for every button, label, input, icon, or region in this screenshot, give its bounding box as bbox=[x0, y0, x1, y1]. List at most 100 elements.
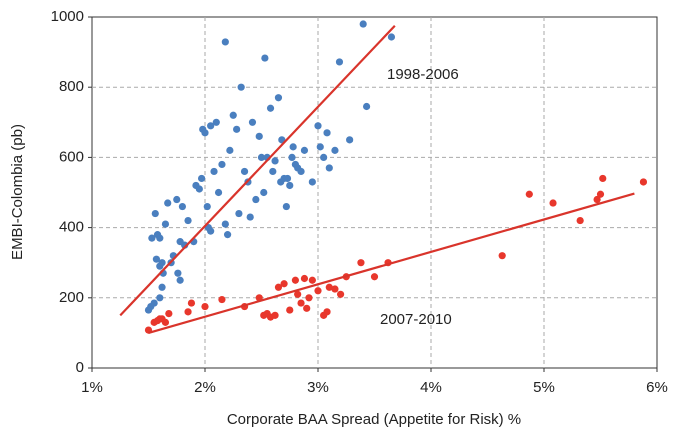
point bbox=[331, 146, 339, 154]
point bbox=[198, 174, 206, 183]
point bbox=[178, 202, 186, 211]
point bbox=[596, 190, 605, 198]
point bbox=[314, 287, 322, 295]
point bbox=[314, 122, 322, 130]
point bbox=[261, 54, 269, 62]
point bbox=[187, 299, 196, 307]
point bbox=[300, 274, 309, 283]
point bbox=[233, 125, 241, 133]
point bbox=[176, 276, 184, 284]
point bbox=[164, 199, 172, 207]
point bbox=[291, 276, 299, 284]
point bbox=[260, 188, 268, 197]
point bbox=[235, 209, 243, 218]
point bbox=[237, 83, 245, 91]
point bbox=[184, 308, 192, 316]
point bbox=[271, 311, 279, 319]
point bbox=[218, 160, 226, 169]
point bbox=[325, 164, 333, 172]
point bbox=[226, 146, 234, 154]
point bbox=[221, 220, 229, 228]
x-tick-label: 2% bbox=[194, 379, 216, 396]
point bbox=[323, 308, 331, 316]
point bbox=[203, 202, 211, 211]
y-tick-label: 1000 bbox=[51, 8, 84, 25]
x-axis-label: Corporate BAA Spread (Appetite for Risk)… bbox=[227, 411, 521, 428]
point bbox=[156, 294, 164, 302]
point bbox=[151, 209, 159, 218]
point bbox=[212, 118, 220, 126]
x-tick-label: 5% bbox=[533, 379, 555, 396]
point bbox=[224, 231, 232, 239]
point bbox=[325, 283, 333, 291]
point bbox=[498, 252, 506, 260]
point bbox=[286, 181, 294, 190]
point bbox=[201, 129, 209, 137]
point bbox=[274, 94, 283, 102]
point bbox=[549, 199, 557, 207]
point bbox=[274, 283, 283, 291]
point bbox=[255, 132, 263, 140]
point bbox=[289, 143, 297, 151]
y-tick-label: 800 bbox=[59, 78, 84, 95]
point bbox=[346, 136, 354, 144]
point bbox=[210, 167, 218, 176]
series-label: 2007-2010 bbox=[380, 311, 452, 328]
point bbox=[576, 216, 584, 225]
point bbox=[308, 276, 316, 284]
point bbox=[323, 129, 331, 137]
point bbox=[174, 269, 182, 277]
point bbox=[173, 195, 181, 204]
point bbox=[266, 104, 275, 112]
point bbox=[280, 280, 288, 288]
series-label: 1998-2006 bbox=[387, 66, 459, 83]
point bbox=[288, 153, 296, 161]
point bbox=[593, 195, 601, 204]
point bbox=[207, 227, 215, 235]
y-tick-label: 400 bbox=[59, 219, 84, 236]
point bbox=[300, 146, 309, 154]
point bbox=[362, 102, 371, 111]
point bbox=[218, 295, 226, 304]
point bbox=[240, 167, 249, 176]
point bbox=[165, 309, 173, 318]
point bbox=[387, 33, 396, 41]
point bbox=[297, 299, 305, 307]
trend-line bbox=[119, 25, 396, 317]
point bbox=[335, 58, 344, 66]
point bbox=[305, 294, 313, 302]
point bbox=[207, 122, 215, 130]
y-tick-label: 200 bbox=[59, 289, 84, 306]
point bbox=[294, 290, 302, 298]
point bbox=[156, 234, 164, 242]
point bbox=[308, 178, 316, 186]
plot-frame bbox=[91, 16, 658, 369]
point bbox=[158, 259, 166, 267]
point bbox=[248, 118, 257, 126]
point bbox=[337, 290, 345, 298]
point bbox=[221, 38, 229, 46]
x-tick-label: 3% bbox=[307, 379, 329, 396]
y-axis-label: EMBI-Colombia (pb) bbox=[9, 124, 26, 260]
point bbox=[161, 220, 170, 228]
point bbox=[214, 188, 223, 197]
point bbox=[195, 185, 203, 193]
point bbox=[286, 306, 294, 314]
point bbox=[525, 190, 533, 198]
point bbox=[303, 304, 311, 312]
point bbox=[283, 174, 292, 183]
y-tick-label: 0 bbox=[76, 359, 84, 376]
point bbox=[148, 234, 156, 242]
point bbox=[229, 111, 237, 119]
point bbox=[357, 259, 365, 267]
point bbox=[599, 174, 607, 183]
trend-line bbox=[148, 192, 635, 334]
point bbox=[269, 167, 277, 176]
point bbox=[201, 302, 209, 311]
point bbox=[161, 318, 170, 326]
point bbox=[370, 273, 379, 281]
point bbox=[639, 178, 648, 186]
point bbox=[152, 255, 161, 263]
point bbox=[246, 213, 254, 221]
point bbox=[150, 299, 158, 307]
